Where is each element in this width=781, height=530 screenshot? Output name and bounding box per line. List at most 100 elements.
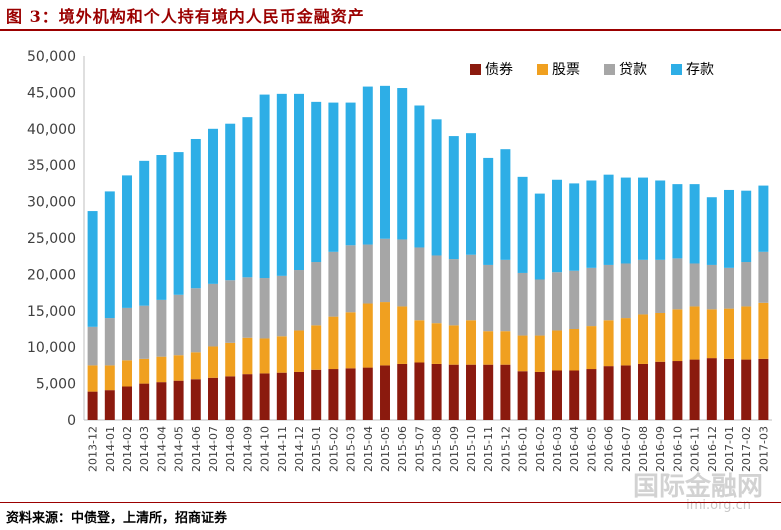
x-tick-label: 2015-12 bbox=[499, 426, 512, 472]
y-tick-label: 35,000 bbox=[27, 158, 76, 174]
watermark-url: imi.org.cn bbox=[686, 498, 751, 513]
x-tick-label: 2014-09 bbox=[241, 426, 254, 472]
bar-segment-deposit bbox=[552, 179, 562, 273]
bar-segment-stock bbox=[294, 330, 304, 372]
bar-segment-loan bbox=[397, 239, 408, 307]
bar-segment-deposit bbox=[655, 180, 666, 260]
x-tick-label: 2016-06 bbox=[603, 426, 616, 472]
bar-segment-bond bbox=[655, 361, 666, 420]
bar-segment-bond bbox=[569, 370, 580, 420]
bar-segment-loan bbox=[448, 259, 459, 326]
x-tick-label: 2016-05 bbox=[585, 426, 598, 472]
bar-segment-loan bbox=[225, 280, 236, 343]
y-tick-label: 50,000 bbox=[27, 49, 76, 65]
x-tick-label: 2016-07 bbox=[620, 426, 633, 472]
x-tick-label: 2014-01 bbox=[104, 426, 117, 472]
watermark-logo: 国际金融网 bbox=[632, 472, 763, 502]
bar-segment-loan bbox=[724, 267, 734, 309]
bar-segment-bond bbox=[431, 363, 442, 420]
bar-segment-deposit bbox=[586, 180, 597, 268]
bar-segment-bond bbox=[190, 379, 201, 420]
bar-segment-bond bbox=[380, 365, 390, 420]
bar-segment-deposit bbox=[104, 191, 115, 319]
x-tick-label: 2014-03 bbox=[138, 426, 151, 472]
y-tick-label: 25,000 bbox=[27, 231, 76, 247]
bar-segment-stock bbox=[706, 309, 717, 359]
bar-segment-stock bbox=[586, 326, 597, 370]
legend-swatch bbox=[537, 64, 548, 75]
bar-segment-stock bbox=[380, 302, 390, 366]
bar-segment-stock bbox=[672, 309, 683, 362]
bar-segment-deposit bbox=[569, 183, 580, 271]
x-tick-label: 2015-10 bbox=[465, 426, 478, 472]
bar-segment-bond bbox=[638, 363, 648, 420]
bar-segment-loan bbox=[139, 305, 150, 359]
x-tick-label: 2015-07 bbox=[413, 426, 426, 472]
y-tick-label: 30,000 bbox=[27, 195, 76, 211]
legend-label: 债券 bbox=[485, 62, 513, 78]
bar-segment-bond bbox=[483, 364, 494, 420]
x-tick-label: 2016-10 bbox=[671, 426, 684, 472]
y-tick-label: 0 bbox=[67, 413, 76, 429]
bar-segment-loan bbox=[689, 263, 700, 307]
bar-segment-bond bbox=[620, 365, 631, 420]
bar-segment-deposit bbox=[139, 160, 150, 306]
bar-segment-bond bbox=[242, 374, 253, 420]
bar-segment-stock bbox=[122, 360, 132, 387]
bar-segment-stock bbox=[724, 308, 734, 359]
x-tick-label: 2015-03 bbox=[345, 426, 358, 472]
bar-segment-deposit bbox=[156, 155, 167, 300]
bar-segment-stock bbox=[173, 355, 184, 381]
bar-segment-stock bbox=[311, 325, 322, 370]
bar-segment-deposit bbox=[638, 177, 648, 260]
bar-segment-loan bbox=[466, 254, 476, 321]
bar-segment-deposit bbox=[276, 93, 287, 276]
bar-segment-deposit bbox=[311, 101, 322, 263]
bar-segment-deposit bbox=[466, 133, 476, 255]
bar-segment-stock bbox=[517, 335, 528, 372]
bar-segment-loan bbox=[758, 251, 769, 303]
bar-segment-stock bbox=[414, 320, 425, 363]
bar-segment-stock bbox=[741, 306, 752, 360]
legend-swatch bbox=[604, 64, 615, 75]
bar-segment-loan bbox=[208, 283, 218, 347]
bar-segment-loan bbox=[500, 259, 511, 332]
x-tick-label: 2016-04 bbox=[568, 426, 581, 472]
bar-segment-bond bbox=[345, 368, 356, 420]
bar-segment-bond bbox=[139, 383, 150, 420]
bar-segment-loan bbox=[706, 264, 717, 310]
bar-segment-loan bbox=[638, 259, 648, 315]
legend-label: 贷款 bbox=[619, 62, 647, 78]
x-tick-label: 2017-01 bbox=[723, 426, 736, 472]
bar-segment-stock bbox=[500, 331, 511, 365]
bar-segment-deposit bbox=[173, 152, 184, 295]
title-divider bbox=[0, 29, 781, 31]
bar-segment-deposit bbox=[208, 128, 218, 284]
bar-segment-loan bbox=[569, 270, 580, 329]
bar-segment-bond bbox=[689, 359, 700, 420]
y-tick-label: 10,000 bbox=[27, 340, 76, 356]
x-tick-label: 2016-01 bbox=[517, 426, 530, 472]
bar-segment-loan bbox=[311, 262, 322, 326]
bar-segment-stock bbox=[345, 312, 356, 369]
bar-segment-deposit bbox=[362, 86, 373, 245]
bar-segment-stock bbox=[87, 365, 98, 392]
bar-segment-deposit bbox=[517, 176, 528, 273]
x-tick-label: 2015-11 bbox=[482, 426, 495, 472]
bar-segment-stock bbox=[534, 335, 545, 372]
x-tick-label: 2015-06 bbox=[396, 426, 409, 472]
bar-segment-stock bbox=[328, 316, 339, 370]
bar-segment-stock bbox=[552, 330, 562, 371]
bar-segment-stock bbox=[448, 325, 459, 365]
bar-segment-deposit bbox=[500, 149, 511, 260]
x-tick-label: 2016-08 bbox=[637, 426, 650, 472]
x-tick-label: 2017-02 bbox=[740, 426, 753, 472]
bar-segment-stock bbox=[466, 320, 476, 365]
bar-segment-stock bbox=[569, 329, 580, 371]
x-tick-label: 2014-05 bbox=[173, 426, 186, 472]
legend-swatch bbox=[671, 64, 682, 75]
bar-segment-stock bbox=[603, 320, 614, 367]
stacked-bar-chart: 0 5,000 10,000 15,000 20,000 25,000 30,000 35,0… bbox=[27, 49, 772, 472]
bar-segment-stock bbox=[758, 302, 769, 359]
bar-segment-loan bbox=[276, 275, 287, 337]
